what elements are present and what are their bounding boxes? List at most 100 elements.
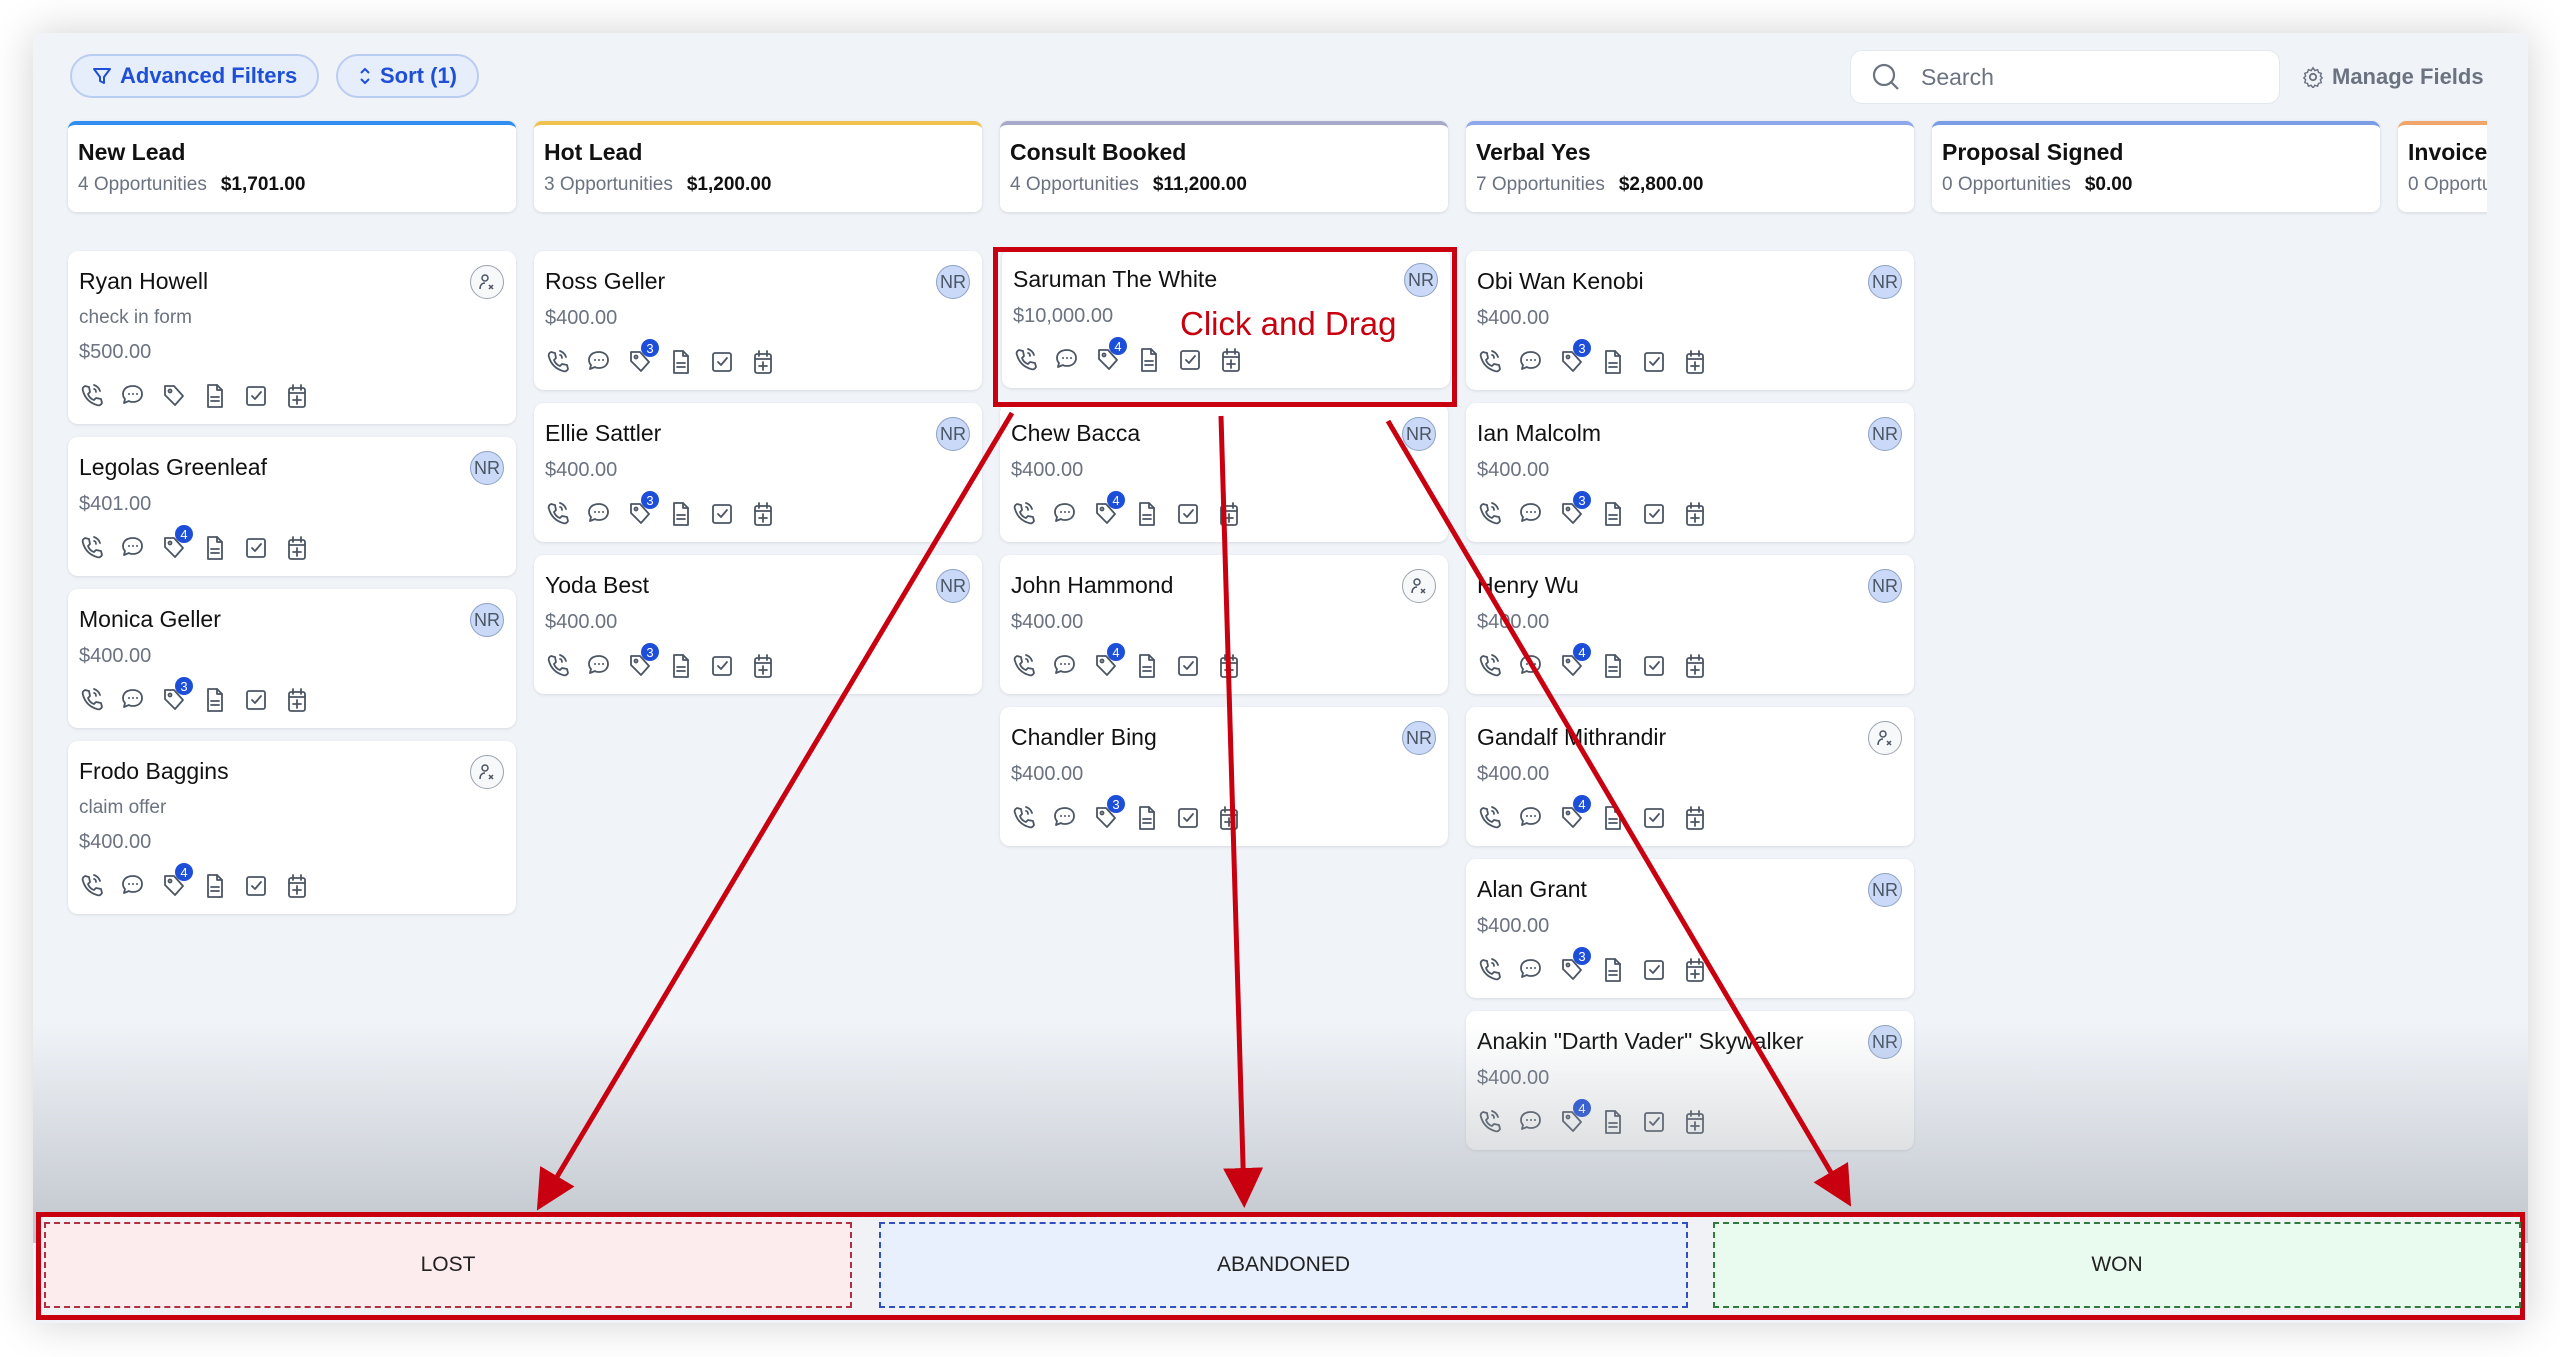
message-icon[interactable] xyxy=(1052,652,1078,680)
avatar[interactable]: NR xyxy=(1868,417,1902,451)
calendar-plus-icon[interactable] xyxy=(750,652,776,680)
opportunity-card[interactable]: Chandler Bing $400.00 NR 3 xyxy=(1000,707,1448,846)
message-icon[interactable] xyxy=(586,500,612,528)
avatar[interactable]: NR xyxy=(1868,569,1902,603)
phone-icon[interactable] xyxy=(1011,652,1037,680)
checkbox-icon[interactable] xyxy=(1641,956,1667,984)
document-icon[interactable] xyxy=(1600,652,1626,680)
avatar[interactable]: NR xyxy=(1404,263,1438,297)
tag-icon[interactable] xyxy=(161,382,187,410)
phone-icon[interactable] xyxy=(1477,804,1503,832)
calendar-plus-icon[interactable] xyxy=(1216,652,1242,680)
message-icon[interactable] xyxy=(1518,956,1544,984)
phone-icon[interactable] xyxy=(545,348,571,376)
opportunity-card[interactable]: Frodo Baggins claim offer $400.00 4 xyxy=(68,741,516,914)
opportunity-card[interactable]: Legolas Greenleaf $401.00 NR 4 xyxy=(68,437,516,576)
checkbox-icon[interactable] xyxy=(1641,348,1667,376)
checkbox-icon[interactable] xyxy=(243,382,269,410)
calendar-plus-icon[interactable] xyxy=(284,534,310,562)
tag-icon[interactable]: 3 xyxy=(1559,339,1591,376)
opportunity-card[interactable]: Gandalf Mithrandir $400.00 4 xyxy=(1466,707,1914,846)
checkbox-icon[interactable] xyxy=(1641,1108,1667,1136)
drop-zone-lost[interactable]: LOST xyxy=(44,1222,852,1308)
tag-icon[interactable]: 3 xyxy=(627,491,659,528)
tag-icon[interactable]: 4 xyxy=(1095,337,1127,374)
opportunity-card[interactable]: Ryan Howell check in form $500.00 xyxy=(68,251,516,424)
document-icon[interactable] xyxy=(668,500,694,528)
message-icon[interactable] xyxy=(1518,652,1544,680)
document-icon[interactable] xyxy=(1134,500,1160,528)
calendar-plus-icon[interactable] xyxy=(750,348,776,376)
opportunity-card[interactable]: Chew Bacca $400.00 NR 4 xyxy=(1000,403,1448,542)
document-icon[interactable] xyxy=(1136,346,1162,374)
avatar[interactable]: NR xyxy=(1402,721,1436,755)
tag-icon[interactable]: 3 xyxy=(627,339,659,376)
avatar[interactable]: NR xyxy=(470,451,504,485)
phone-icon[interactable] xyxy=(79,382,105,410)
avatar[interactable]: NR xyxy=(1402,417,1436,451)
phone-icon[interactable] xyxy=(545,500,571,528)
document-icon[interactable] xyxy=(668,652,694,680)
message-icon[interactable] xyxy=(1052,500,1078,528)
calendar-plus-icon[interactable] xyxy=(1682,804,1708,832)
tag-icon[interactable]: 4 xyxy=(161,525,193,562)
document-icon[interactable] xyxy=(1134,804,1160,832)
calendar-plus-icon[interactable] xyxy=(284,382,310,410)
opportunity-card[interactable]: John Hammond $400.00 4 xyxy=(1000,555,1448,694)
unassigned-user-icon[interactable] xyxy=(470,755,504,789)
phone-icon[interactable] xyxy=(79,872,105,900)
checkbox-icon[interactable] xyxy=(1177,346,1203,374)
tag-icon[interactable]: 4 xyxy=(1093,643,1125,680)
phone-icon[interactable] xyxy=(1011,500,1037,528)
avatar[interactable]: NR xyxy=(470,603,504,637)
opportunity-card[interactable]: Ellie Sattler $400.00 NR 3 xyxy=(534,403,982,542)
manage-fields-button[interactable]: Manage Fields xyxy=(2302,57,2484,97)
sort-button[interactable]: Sort (1) xyxy=(336,54,479,98)
message-icon[interactable] xyxy=(120,872,146,900)
message-icon[interactable] xyxy=(1052,804,1078,832)
document-icon[interactable] xyxy=(1600,1108,1626,1136)
checkbox-icon[interactable] xyxy=(243,872,269,900)
document-icon[interactable] xyxy=(1600,804,1626,832)
checkbox-icon[interactable] xyxy=(243,534,269,562)
document-icon[interactable] xyxy=(202,382,228,410)
calendar-plus-icon[interactable] xyxy=(1682,652,1708,680)
message-icon[interactable] xyxy=(120,534,146,562)
avatar[interactable]: NR xyxy=(1868,873,1902,907)
phone-icon[interactable] xyxy=(1477,348,1503,376)
document-icon[interactable] xyxy=(1134,652,1160,680)
avatar[interactable]: NR xyxy=(936,417,970,451)
message-icon[interactable] xyxy=(1518,348,1544,376)
checkbox-icon[interactable] xyxy=(1175,804,1201,832)
opportunity-card[interactable]: Ian Malcolm $400.00 NR 3 xyxy=(1466,403,1914,542)
avatar[interactable]: NR xyxy=(1868,1025,1902,1059)
opportunity-card[interactable]: Alan Grant $400.00 NR 3 xyxy=(1466,859,1914,998)
calendar-plus-icon[interactable] xyxy=(1682,348,1708,376)
tag-icon[interactable]: 3 xyxy=(161,677,193,714)
calendar-plus-icon[interactable] xyxy=(1682,1108,1708,1136)
drop-zone-abandoned[interactable]: ABANDONED xyxy=(879,1222,1688,1308)
calendar-plus-icon[interactable] xyxy=(1216,804,1242,832)
checkbox-icon[interactable] xyxy=(709,348,735,376)
tag-icon[interactable]: 3 xyxy=(1559,491,1591,528)
opportunity-card[interactable]: Ross Geller $400.00 NR 3 xyxy=(534,251,982,390)
phone-icon[interactable] xyxy=(79,534,105,562)
unassigned-user-icon[interactable] xyxy=(1402,569,1436,603)
avatar[interactable]: NR xyxy=(936,569,970,603)
message-icon[interactable] xyxy=(120,686,146,714)
document-icon[interactable] xyxy=(1600,348,1626,376)
phone-icon[interactable] xyxy=(1477,956,1503,984)
checkbox-icon[interactable] xyxy=(709,500,735,528)
advanced-filters-button[interactable]: Advanced Filters xyxy=(70,54,320,98)
message-icon[interactable] xyxy=(586,652,612,680)
document-icon[interactable] xyxy=(202,534,228,562)
checkbox-icon[interactable] xyxy=(1175,652,1201,680)
document-icon[interactable] xyxy=(202,686,228,714)
opportunity-card[interactable]: Obi Wan Kenobi $400.00 NR 3 xyxy=(1466,251,1914,390)
tag-icon[interactable]: 3 xyxy=(627,643,659,680)
checkbox-icon[interactable] xyxy=(709,652,735,680)
document-icon[interactable] xyxy=(668,348,694,376)
document-icon[interactable] xyxy=(202,872,228,900)
calendar-plus-icon[interactable] xyxy=(750,500,776,528)
calendar-plus-icon[interactable] xyxy=(284,686,310,714)
